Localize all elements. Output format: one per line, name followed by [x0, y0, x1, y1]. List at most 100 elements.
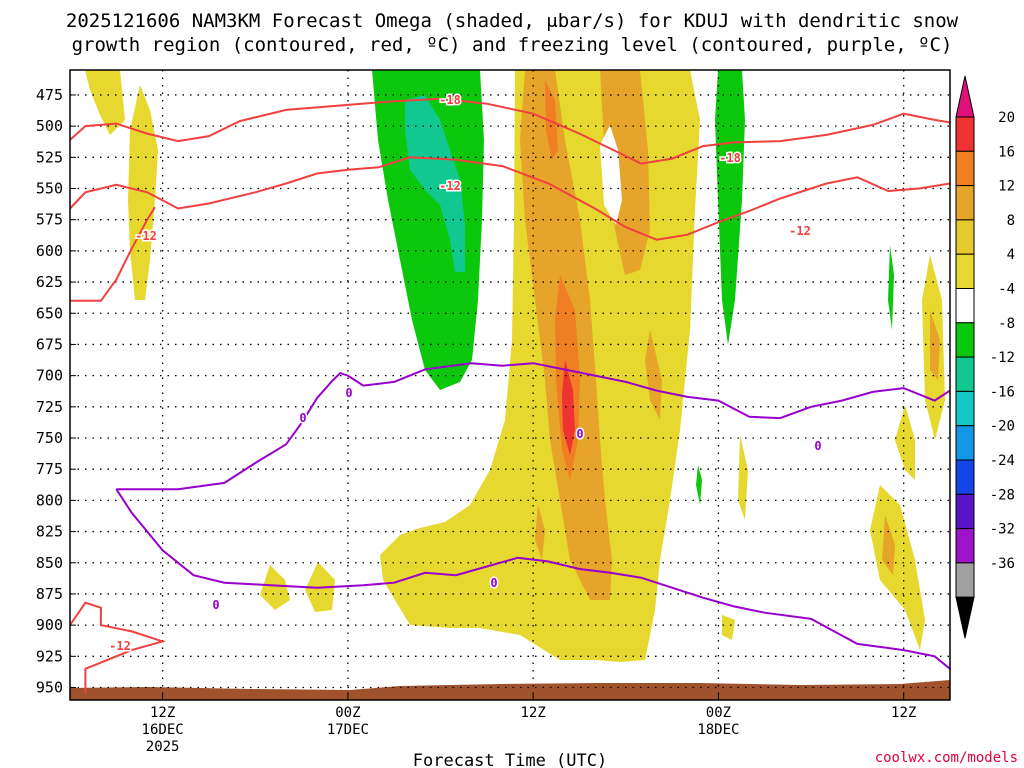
dgz-contour-line [70, 156, 950, 241]
x-tick-year-label: 2025 [146, 739, 180, 755]
y-tick-label: 875 [36, 585, 63, 603]
colorbar-label: 16 [998, 144, 1015, 160]
colorbar-segment [955, 425, 975, 461]
omega-region-8-12 [930, 310, 940, 380]
colorbar-bottom-triangle [955, 596, 975, 639]
colorbar-segment [955, 356, 975, 392]
contour-label: 0 [212, 598, 219, 612]
omega-region-8-12 [645, 330, 662, 420]
ground-terrain [70, 680, 950, 700]
colorbar-label: -12 [990, 350, 1015, 366]
y-axis: 475 500 525 550 575 600 625 650 675 700 725 750 775 8… [36, 86, 76, 697]
contour-label: 0 [299, 411, 306, 425]
omega-shading [85, 70, 945, 662]
y-tick-label: 675 [36, 335, 63, 353]
y-tick-label: 600 [36, 242, 63, 260]
x-axis-title: Forecast Time (UTC) [413, 751, 607, 768]
y-tick-label: 575 [36, 211, 63, 229]
omega-region-neg4-neg8 [888, 245, 894, 330]
x-tick-label: 00Z [706, 705, 731, 721]
contour-label: 0 [814, 439, 821, 453]
y-tick-label: 950 [36, 679, 63, 697]
colorbar-label: -4 [998, 282, 1015, 298]
contour-label: -12 [135, 229, 157, 243]
y-tick-label: 650 [36, 304, 63, 322]
colorbar-label: -16 [990, 384, 1015, 400]
contour-label: -18 [439, 93, 461, 107]
y-tick-label: 925 [36, 647, 63, 665]
colorbar-label: -20 [990, 419, 1015, 435]
contour-label: -12 [439, 179, 461, 193]
y-tick-label: 475 [36, 86, 63, 104]
omega-region-16-20 [562, 360, 575, 455]
chart-title-line1: 2025121606 NAM3KM Forecast Omega (shaded… [65, 10, 959, 32]
dgz-contour-line [70, 601, 167, 694]
omega-region-neg8-neg12 [405, 95, 465, 272]
omega-region-neg4-neg8 [696, 465, 702, 505]
freezing-contour-line [116, 362, 950, 491]
y-tick-label: 500 [36, 117, 63, 135]
omega-region-8-12 [600, 70, 650, 275]
colorbar-segment [955, 322, 975, 358]
x-tick-label: 12Z [891, 705, 916, 721]
colorbar-label: -28 [990, 487, 1015, 503]
omega-region-8-12 [882, 515, 895, 575]
colorbar-label: 20 [998, 110, 1015, 126]
freezing-contour-line [115, 488, 950, 670]
y-tick-label: 725 [36, 398, 63, 416]
colorbar-label: -8 [998, 316, 1015, 332]
colorbar-segment [955, 185, 975, 221]
omega-region-4-8 [722, 615, 735, 640]
y-tick-label: 625 [36, 273, 63, 291]
colorbar-label: -36 [990, 556, 1015, 572]
y-tick-label: 775 [36, 460, 63, 478]
x-tick-label: 12Z [521, 705, 546, 721]
colorbar-label: 4 [1007, 247, 1015, 263]
y-tick-label: 800 [36, 491, 63, 509]
dgz-contour-line [70, 97, 950, 165]
colorbar-segment [955, 116, 975, 152]
omega-region-4-8 [738, 435, 748, 520]
contour-label: -12 [109, 639, 131, 653]
colorbar-segment [955, 390, 975, 427]
colorbar-label: -32 [990, 522, 1015, 538]
y-tick-label: 900 [36, 616, 63, 634]
colorbar-label: 12 [998, 179, 1015, 195]
freezing-level-contours [115, 362, 950, 670]
y-tick-label: 550 [36, 180, 63, 198]
x-tick-date-label: 16DEC [142, 722, 184, 738]
contour-label: 0 [576, 427, 583, 441]
omega-region-white [600, 125, 622, 225]
colorbar-label: -24 [990, 453, 1015, 469]
colorbar-segment [955, 253, 975, 289]
omega-region-neg4-neg8 [715, 70, 745, 345]
y-tick-label: 750 [36, 429, 63, 447]
contour-labels: -18 -18 -12 -12 -12 -12 0 0 0 0 0 0 [108, 92, 823, 655]
x-tick-label: 12Z [150, 705, 175, 721]
colorbar-segment [955, 493, 975, 530]
dgz-contours [70, 97, 950, 694]
omega-region-4-8 [85, 70, 125, 135]
omega-region-8-12 [535, 505, 545, 560]
x-tick-date-label: 18DEC [697, 722, 739, 738]
y-tick-label: 700 [36, 367, 63, 385]
omega-region-4-8 [870, 485, 925, 650]
colorbar-segment [955, 219, 975, 255]
x-tick-label: 00Z [335, 705, 360, 721]
omega-region-12-16 [545, 80, 558, 160]
x-tick-date-label: 17DEC [327, 722, 369, 738]
colorbar-label: 8 [1007, 213, 1015, 229]
contour-label: 0 [490, 576, 497, 590]
colorbar-segment [955, 459, 975, 495]
gridlines [70, 70, 950, 700]
omega-region-4-8 [895, 405, 915, 480]
omega-region-neg4-neg8 [372, 70, 484, 390]
contour-label: -12 [789, 224, 811, 238]
plot-frame [69, 69, 951, 701]
contour-label: -18 [719, 151, 741, 165]
colorbar: 20 16 12 8 4 -4 -8 -12 -16 -20 -24 -28 -32 -36 [955, 75, 1015, 639]
omega-region-4-8 [260, 565, 290, 610]
omega-region-4-8 [128, 85, 158, 300]
